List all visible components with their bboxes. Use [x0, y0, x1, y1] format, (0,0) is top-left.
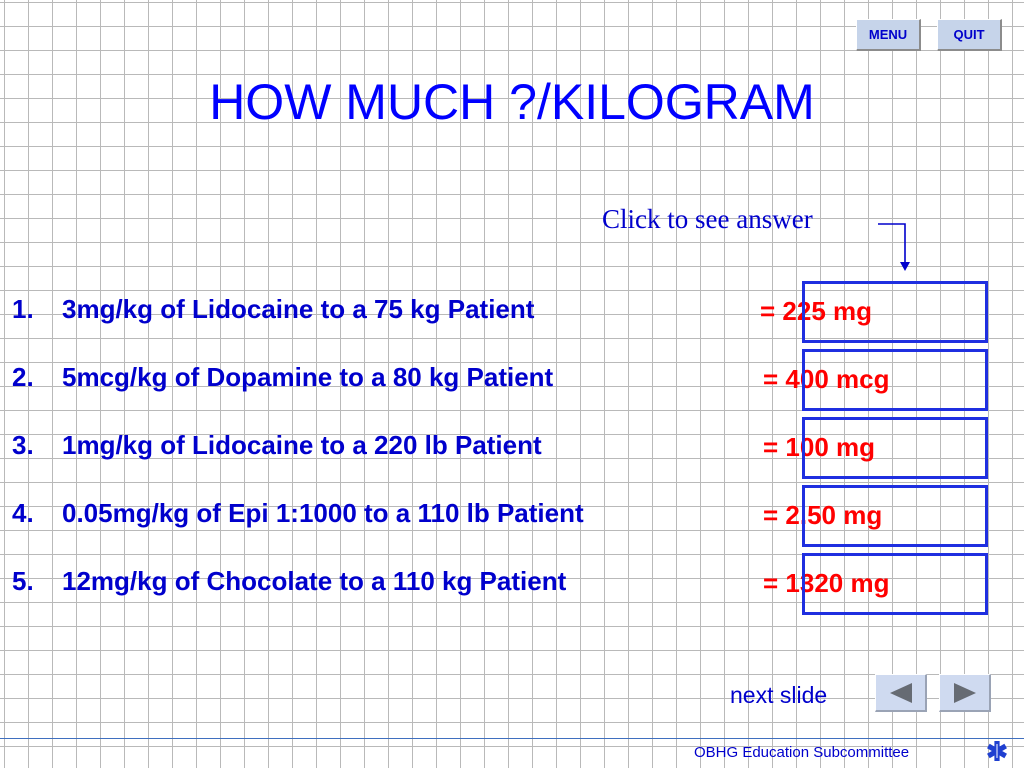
question-number: 2. [12, 362, 34, 392]
question-text: 12mg/kg of Chocolate to a 110 kg Patient [62, 566, 567, 596]
triangle-left-icon [889, 682, 912, 703]
menu-button[interactable]: MENU [856, 19, 921, 51]
next-slide-link[interactable]: next slide [730, 682, 828, 708]
question-number: 4. [12, 498, 34, 528]
previous-slide-button[interactable] [875, 674, 927, 712]
footer-divider [0, 738, 1024, 739]
next-slide-button[interactable] [939, 674, 991, 712]
question-text: 5mcg/kg of Dopamine to a 80 kg Patient [62, 362, 554, 392]
answer-value: = 2.50 mg [763, 500, 883, 530]
answer-reveal-box[interactable] [802, 417, 988, 479]
answer-hint: Click to see answer [602, 204, 813, 234]
question-text: 0.05mg/kg of Epi 1:1000 to a 110 lb Pati… [62, 498, 584, 528]
triangle-right-icon [953, 682, 976, 703]
answer-reveal-box[interactable] [802, 485, 988, 547]
question-number: 3. [12, 430, 34, 460]
question-text: 1mg/kg of Lidocaine to a 220 lb Patient [62, 430, 542, 460]
star-of-life-icon [987, 741, 1007, 761]
footer-credit: OBHG Education Subcommittee [694, 744, 910, 761]
answer-value: = 400 mcg [763, 364, 890, 394]
answer-value: = 225 mg [760, 296, 873, 326]
question-text: 3mg/kg of Lidocaine to a 75 kg Patient [62, 294, 535, 324]
answer-reveal-box[interactable] [802, 349, 988, 411]
question-number: 1. [12, 294, 34, 324]
answer-reveal-box[interactable] [802, 553, 988, 615]
answer-value: = 1320 mg [763, 568, 890, 598]
question-number: 5. [12, 566, 34, 596]
answer-value: = 100 mg [763, 432, 876, 462]
page-title: HOW MUCH ?/KILOGRAM [209, 74, 815, 130]
quit-button[interactable]: QUIT [937, 19, 1002, 51]
answer-reveal-box[interactable] [802, 281, 988, 343]
hint-arrow-icon [878, 223, 910, 271]
